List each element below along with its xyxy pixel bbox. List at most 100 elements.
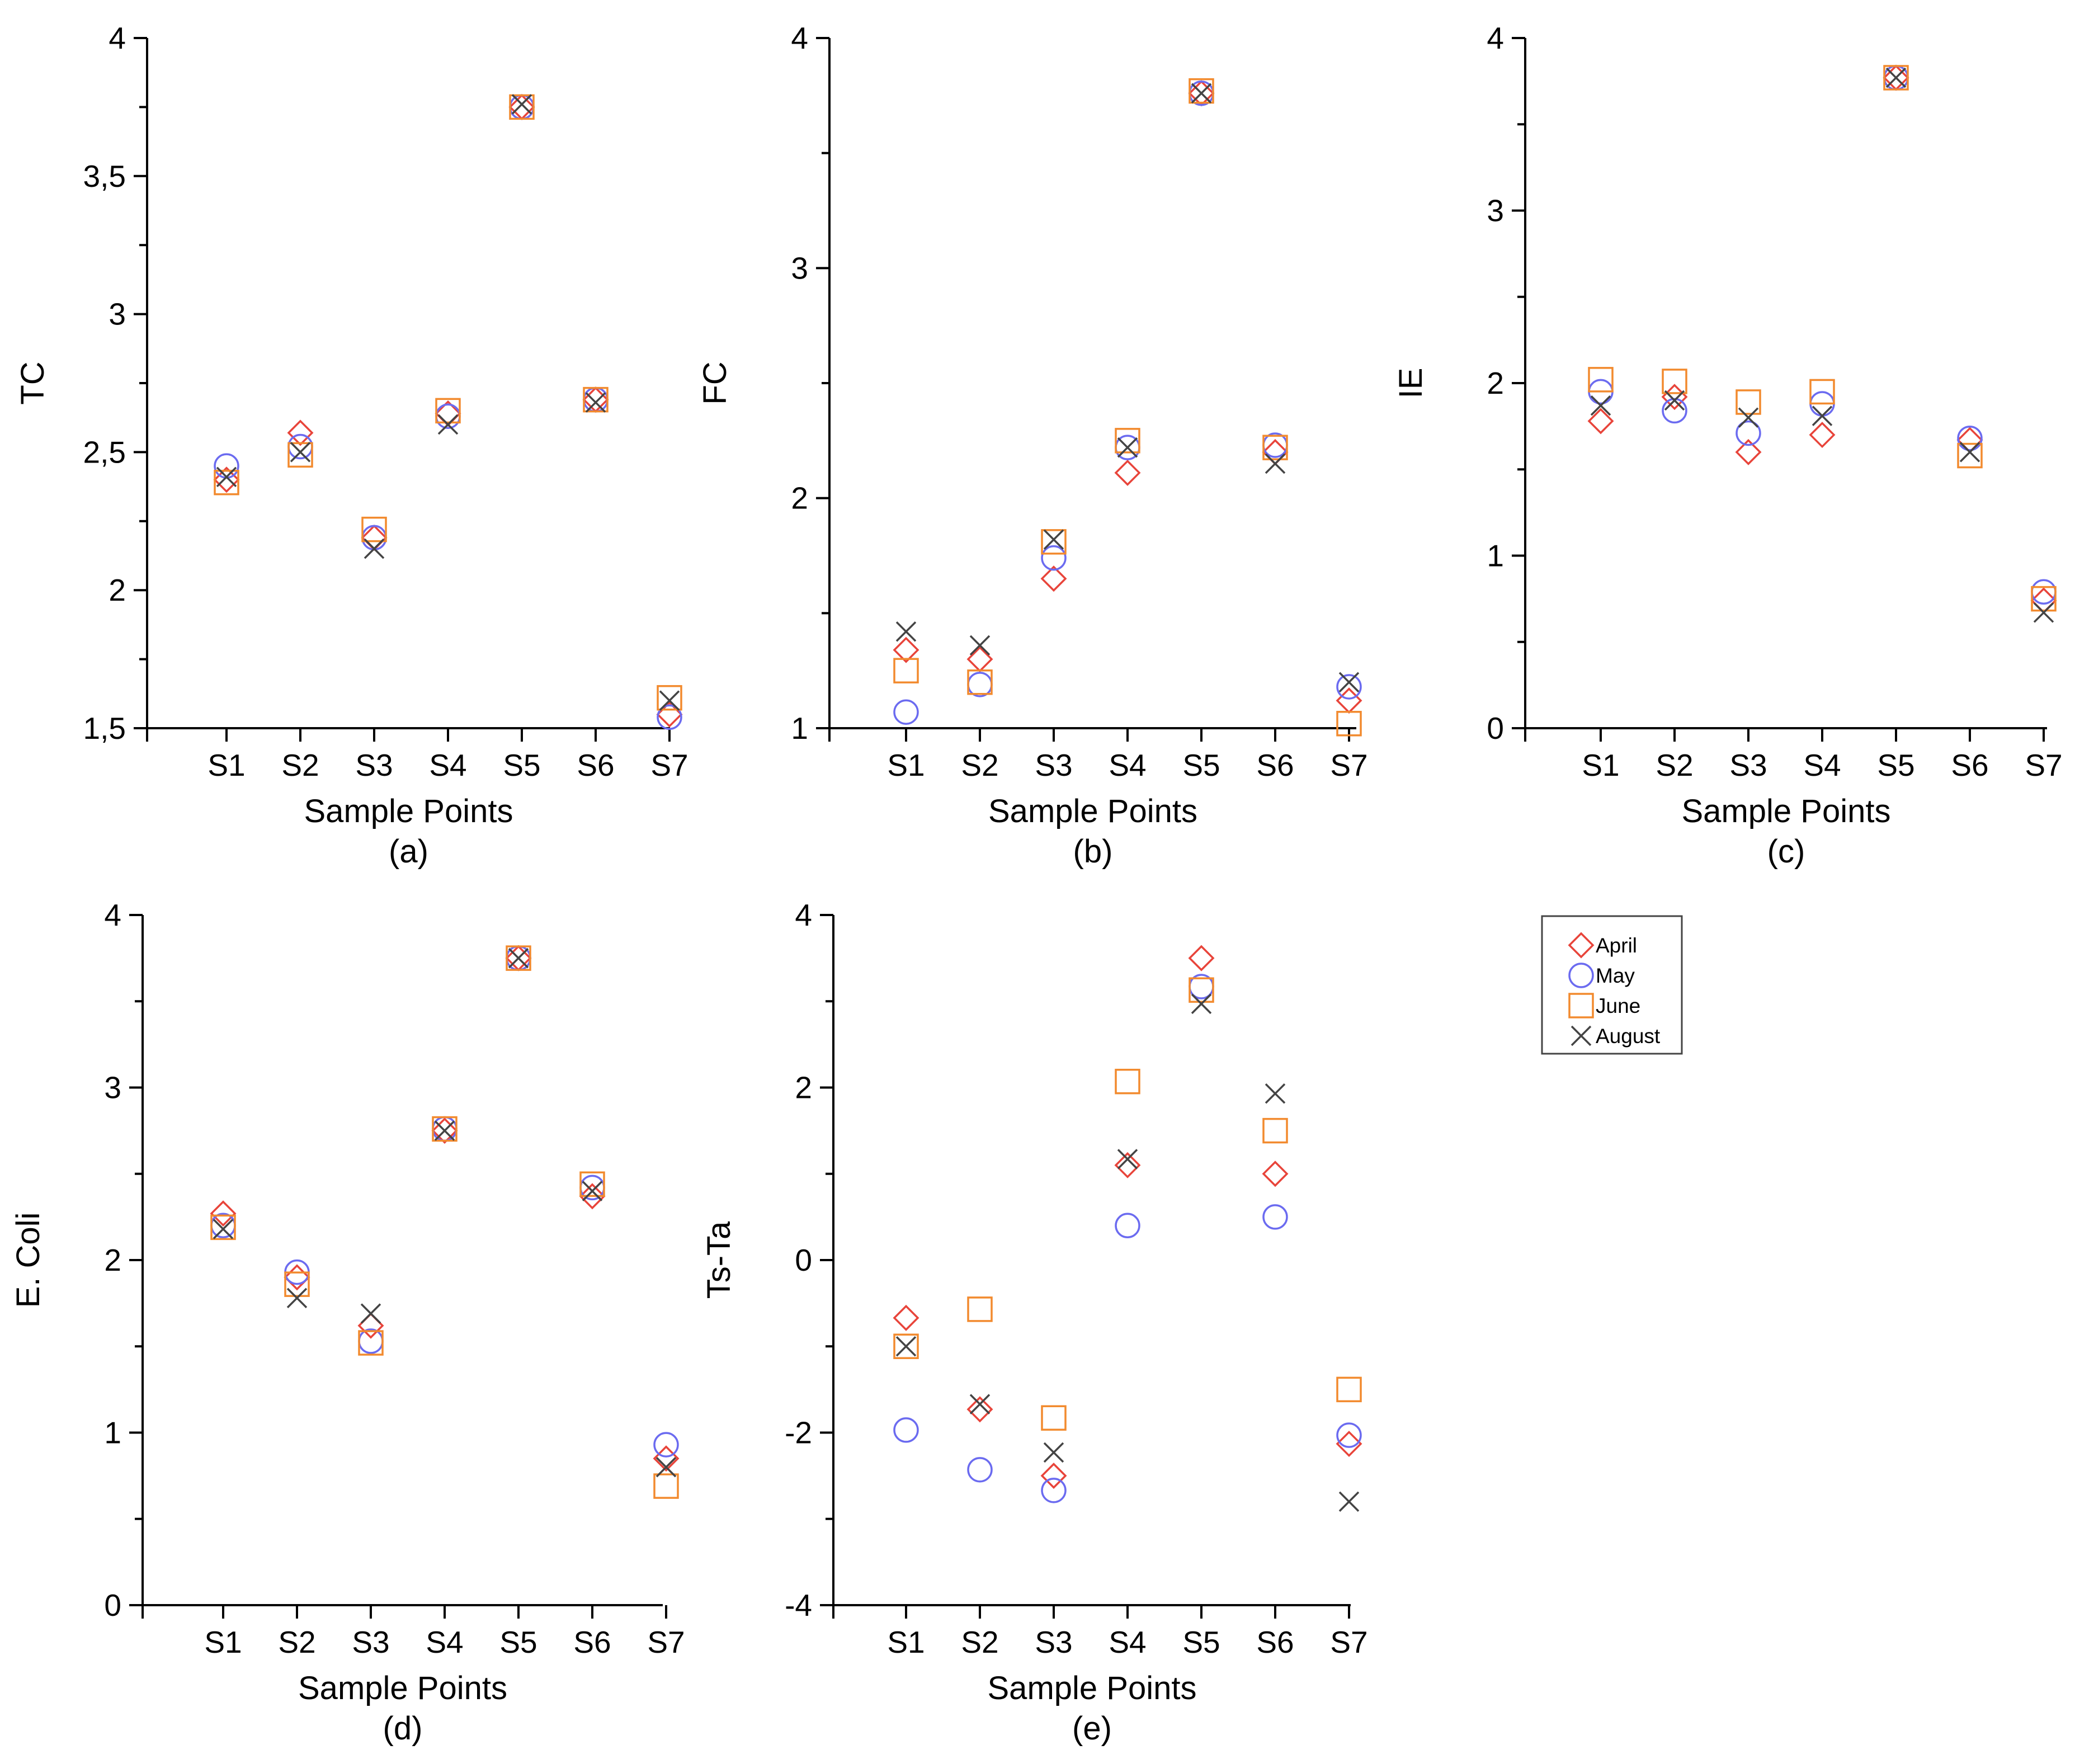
data-point-may-s2 <box>967 672 993 697</box>
data-point-may-s4 <box>432 1116 458 1142</box>
x-tick-label-S2: S2 <box>961 1625 998 1659</box>
panel-label: (d) <box>383 1710 423 1747</box>
data-point-june-s3 <box>1041 1405 1067 1431</box>
y-tick-label: 3,5 <box>83 159 126 194</box>
data-point-june-s5 <box>1189 977 1214 1003</box>
data-point-august-s7 <box>659 690 680 711</box>
data-point-august-s1 <box>1590 395 1611 416</box>
legend-marker-april <box>1568 932 1595 959</box>
x-tick-label-S1: S1 <box>1582 748 1619 782</box>
y-axis-label: E. Coli <box>10 1213 46 1308</box>
x-tick-label-S4: S4 <box>426 1625 463 1659</box>
data-point-april-s2 <box>966 646 993 673</box>
y-tick-label: 2 <box>791 481 808 516</box>
data-point-august-s3 <box>360 1303 381 1324</box>
y-tick-label: 3 <box>109 297 126 332</box>
y-tick-label: 0 <box>104 1588 121 1622</box>
data-point-may-s3 <box>358 1328 384 1354</box>
data-point-june-s7 <box>657 685 682 711</box>
data-point-june-s7 <box>1336 711 1362 737</box>
data-point-june-s2 <box>1662 369 1687 394</box>
data-point-august-s5 <box>1885 67 1907 88</box>
y-tick-label: 2 <box>795 1070 812 1105</box>
data-point-june-s4 <box>1115 428 1140 454</box>
panel-label: (e) <box>1072 1710 1112 1747</box>
panel-label: (a) <box>389 833 428 870</box>
data-point-april-s3 <box>1040 565 1067 592</box>
data-point-june-s6 <box>579 1171 605 1197</box>
data-point-may-s2 <box>967 1457 993 1483</box>
data-point-august-s2 <box>969 1394 991 1414</box>
series-april <box>1587 64 2057 614</box>
y-tick-label: -4 <box>785 1588 812 1622</box>
series-april <box>210 945 680 1472</box>
series-august <box>216 94 680 711</box>
data-point-may-s1 <box>214 453 239 479</box>
data-point-june-s7 <box>2031 586 2057 612</box>
data-point-may-s7 <box>657 704 682 730</box>
legend-label-august: August <box>1596 1025 1661 1048</box>
data-point-june-s4 <box>1809 379 1835 405</box>
data-point-april-s2 <box>966 1396 993 1423</box>
data-point-may-s3 <box>1736 420 1761 446</box>
data-point-june-s1 <box>1588 367 1614 393</box>
x-tick-label-S6: S6 <box>577 748 614 782</box>
x-tick-label-S5: S5 <box>1877 748 1914 782</box>
data-point-june-s4 <box>432 1116 458 1142</box>
y-tick-label: 1 <box>104 1416 121 1450</box>
x-tick-label-S7: S7 <box>1330 748 1367 782</box>
x-tick-label-S1: S1 <box>208 748 245 782</box>
series-may <box>893 80 1362 725</box>
y-tick-label: 2 <box>1487 366 1504 400</box>
y-tick-label: 4 <box>109 21 126 55</box>
data-point-april-s4 <box>1114 1152 1141 1178</box>
data-point-april-s3 <box>1735 438 1762 465</box>
panel-label: (b) <box>1073 833 1113 870</box>
data-point-june-s7 <box>653 1473 679 1499</box>
data-point-april-s6 <box>1262 1161 1289 1187</box>
data-point-august-s6 <box>1265 453 1286 474</box>
data-point-april-s2 <box>284 1264 310 1291</box>
series-august <box>895 993 1360 1512</box>
x-tick-label-S6: S6 <box>1256 748 1294 782</box>
x-tick-label-S2: S2 <box>281 748 319 782</box>
data-point-june-s1 <box>210 1214 236 1241</box>
data-point-june-s2 <box>967 1296 993 1322</box>
data-point-april-s6 <box>1956 427 1983 454</box>
legend-marker-august <box>1571 1025 1592 1046</box>
series-april <box>893 80 1362 714</box>
series-may <box>1588 65 2057 605</box>
series-june <box>893 977 1362 1431</box>
x-tick-label-S4: S4 <box>1803 748 1841 782</box>
legend-marker-may <box>1568 963 1594 988</box>
chart-panel-1: 1,5 2 2,5 3 3,5 4 S1 S2 S3 S4 S5 S6 S7 Sample Points (… <box>15 21 688 870</box>
x-tick-label-S3: S3 <box>1035 1625 1072 1659</box>
x-tick-label-S5: S5 <box>1182 1625 1220 1659</box>
data-point-august-s6 <box>582 1181 603 1201</box>
data-point-may-s6 <box>1957 425 1983 451</box>
data-point-august-s3 <box>364 538 385 559</box>
x-tick-label-S6: S6 <box>1256 1625 1294 1659</box>
data-point-may-s1 <box>893 699 919 725</box>
chart-panel-5: -4 -2 0 2 4 S1 S2 S3 S4 S5 S6 S7 Sample Points (e) Ts-… <box>701 898 1368 1747</box>
legend-label-april: April <box>1596 934 1637 957</box>
chart-panels: 1,5 2 2,5 3 3,5 4 S1 S2 S3 S4 S5 S6 S7 Sample Points (… <box>10 21 2063 1747</box>
data-point-april-s6 <box>1262 438 1289 465</box>
x-axis-label: Sample Points <box>304 793 513 829</box>
x-tick-label-S2: S2 <box>1656 748 1693 782</box>
data-point-june-s1 <box>893 658 919 683</box>
x-tick-label-S7: S7 <box>650 748 688 782</box>
x-tick-label-S7: S7 <box>647 1625 685 1659</box>
data-point-may-s5 <box>509 94 535 120</box>
y-tick-label: 4 <box>795 898 812 932</box>
data-point-august-s7 <box>1338 1491 1360 1512</box>
x-tick-label-S7: S7 <box>2025 748 2062 782</box>
x-axis-label: Sample Points <box>298 1670 507 1706</box>
panel-label: (c) <box>1767 833 1805 870</box>
data-point-april-s4 <box>1809 422 1836 449</box>
data-point-may-s3 <box>361 525 387 551</box>
data-point-august-s5 <box>1191 993 1212 1015</box>
data-point-may-s6 <box>1262 432 1288 458</box>
x-tick-label-S5: S5 <box>499 1625 537 1659</box>
data-point-august-s4 <box>437 414 459 435</box>
